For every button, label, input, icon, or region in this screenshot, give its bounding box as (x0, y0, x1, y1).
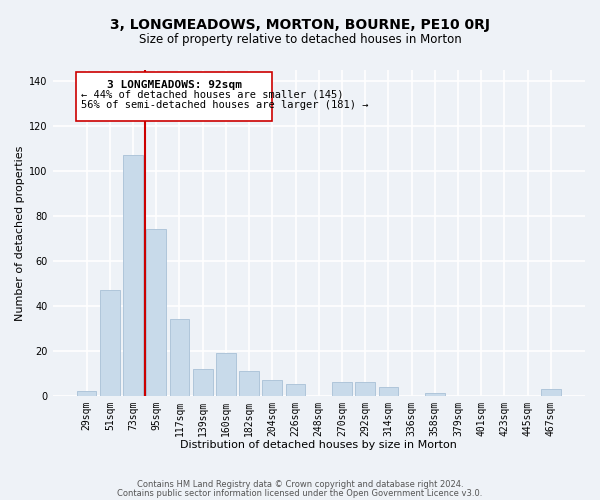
Bar (123, 156, 143, 396)
Bar (425, 394, 445, 396)
Text: 3, LONGMEADOWS, MORTON, BOURNE, PE10 0RJ: 3, LONGMEADOWS, MORTON, BOURNE, PE10 0RJ (110, 18, 490, 32)
Bar (100, 290, 119, 396)
Bar (379, 386, 398, 396)
Bar (286, 384, 305, 396)
Text: Contains HM Land Registry data © Crown copyright and database right 2024.: Contains HM Land Registry data © Crown c… (137, 480, 463, 489)
Text: ← 44% of detached houses are smaller (145): ← 44% of detached houses are smaller (14… (81, 89, 343, 99)
FancyBboxPatch shape (76, 72, 272, 120)
X-axis label: Distribution of detached houses by size in Morton: Distribution of detached houses by size … (181, 440, 457, 450)
Bar (170, 320, 190, 396)
Text: Contains public sector information licensed under the Open Government Licence v3: Contains public sector information licen… (118, 488, 482, 498)
Bar (193, 369, 212, 396)
Bar (239, 371, 259, 396)
Bar (216, 353, 236, 396)
Bar (541, 389, 561, 396)
Bar (332, 382, 352, 396)
Bar (77, 391, 97, 396)
Text: 3 LONGMEADOWS: 92sqm: 3 LONGMEADOWS: 92sqm (107, 80, 242, 90)
Text: 56% of semi-detached houses are larger (181) →: 56% of semi-detached houses are larger (… (81, 100, 368, 110)
Bar (146, 230, 166, 396)
Text: Size of property relative to detached houses in Morton: Size of property relative to detached ho… (139, 32, 461, 46)
Y-axis label: Number of detached properties: Number of detached properties (15, 145, 25, 320)
Bar (355, 382, 375, 396)
Bar (262, 380, 282, 396)
